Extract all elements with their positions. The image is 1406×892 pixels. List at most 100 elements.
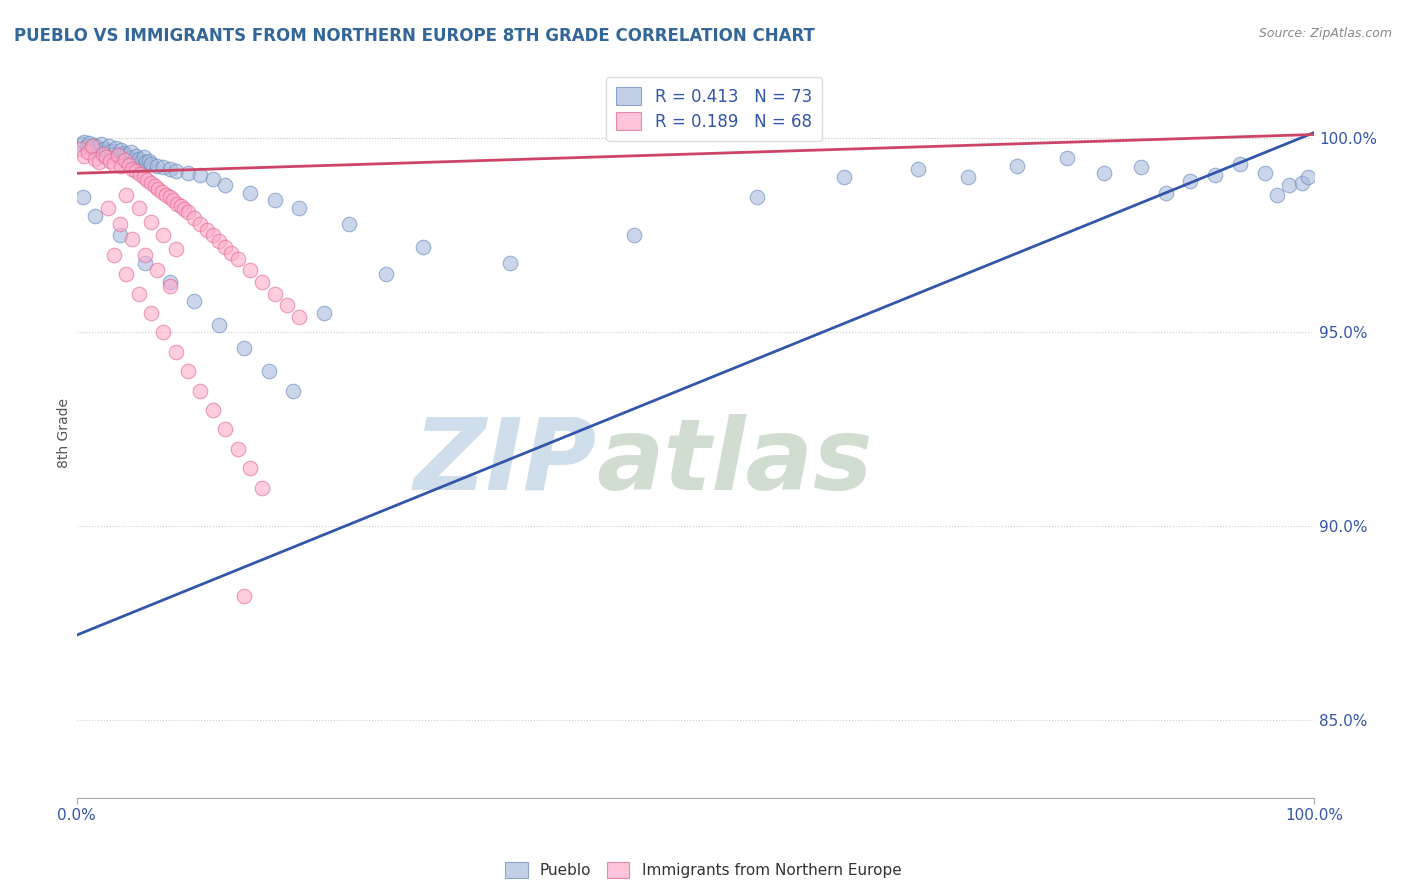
Point bbox=[139, 176, 162, 190]
Point bbox=[110, 159, 132, 173]
Point bbox=[159, 278, 181, 293]
Point bbox=[170, 199, 193, 213]
Point bbox=[80, 139, 103, 153]
Point bbox=[159, 162, 181, 177]
Point bbox=[1154, 186, 1177, 200]
Point bbox=[1291, 176, 1313, 190]
Text: ZIP: ZIP bbox=[413, 414, 596, 511]
Point bbox=[146, 159, 169, 173]
Point bbox=[288, 310, 311, 324]
Y-axis label: 8th Grade: 8th Grade bbox=[58, 399, 72, 468]
Point bbox=[283, 384, 305, 398]
Point bbox=[288, 201, 311, 215]
Point bbox=[70, 137, 93, 152]
Point bbox=[239, 186, 262, 200]
Point bbox=[90, 137, 112, 152]
Point bbox=[159, 275, 181, 289]
Point bbox=[148, 182, 170, 196]
Point bbox=[159, 190, 181, 204]
Point bbox=[132, 150, 155, 164]
Point bbox=[375, 267, 398, 281]
Point bbox=[121, 161, 143, 176]
Point bbox=[623, 228, 645, 243]
Point bbox=[98, 153, 121, 168]
Point bbox=[412, 240, 434, 254]
Point bbox=[118, 158, 141, 172]
Point bbox=[747, 189, 769, 203]
Point bbox=[118, 151, 141, 165]
Point bbox=[1092, 166, 1115, 180]
Point bbox=[125, 149, 148, 163]
Point bbox=[165, 344, 187, 359]
Point bbox=[86, 140, 108, 154]
Point bbox=[132, 170, 155, 185]
Point bbox=[134, 248, 156, 262]
Point bbox=[1229, 156, 1251, 170]
Point bbox=[128, 201, 150, 215]
Point bbox=[208, 234, 231, 248]
Point bbox=[226, 442, 249, 456]
Point bbox=[69, 142, 91, 156]
Point bbox=[263, 194, 285, 208]
Point bbox=[80, 141, 103, 155]
Point bbox=[239, 461, 262, 475]
Point bbox=[108, 228, 131, 243]
Point bbox=[129, 154, 152, 169]
Point bbox=[208, 318, 231, 332]
Point bbox=[214, 240, 236, 254]
Point bbox=[183, 211, 205, 225]
Point bbox=[87, 143, 110, 157]
Point bbox=[232, 341, 254, 355]
Point bbox=[232, 589, 254, 603]
Point bbox=[84, 209, 107, 223]
Point bbox=[112, 146, 135, 161]
Point bbox=[107, 149, 129, 163]
Point bbox=[93, 142, 115, 156]
Point bbox=[108, 217, 131, 231]
Point bbox=[76, 145, 98, 159]
Point bbox=[146, 263, 169, 277]
Point bbox=[1180, 174, 1202, 188]
Point bbox=[214, 178, 236, 192]
Point bbox=[152, 161, 174, 175]
Point bbox=[115, 267, 138, 281]
Point bbox=[190, 384, 212, 398]
Point bbox=[87, 155, 110, 169]
Point bbox=[152, 326, 174, 340]
Point bbox=[1296, 170, 1319, 185]
Point bbox=[201, 228, 224, 243]
Point bbox=[134, 255, 156, 269]
Point bbox=[263, 286, 285, 301]
Point bbox=[128, 286, 150, 301]
Point bbox=[166, 196, 188, 211]
Point bbox=[252, 481, 274, 495]
Point bbox=[73, 149, 96, 163]
Point bbox=[1005, 159, 1028, 173]
Point bbox=[139, 156, 162, 170]
Point bbox=[128, 167, 150, 181]
Point bbox=[84, 152, 107, 166]
Point bbox=[221, 245, 243, 260]
Point bbox=[276, 298, 298, 312]
Point bbox=[97, 201, 120, 215]
Point bbox=[183, 294, 205, 309]
Point bbox=[214, 422, 236, 436]
Point bbox=[110, 143, 132, 157]
Point bbox=[195, 222, 218, 236]
Point bbox=[239, 263, 262, 277]
Point bbox=[138, 153, 160, 168]
Point bbox=[1278, 178, 1301, 192]
Point bbox=[201, 403, 224, 417]
Point bbox=[177, 364, 200, 378]
Point bbox=[83, 138, 105, 153]
Legend: R = 0.413   N = 73, R = 0.189   N = 68: R = 0.413 N = 73, R = 0.189 N = 68 bbox=[606, 77, 821, 141]
Point bbox=[165, 242, 187, 256]
Point bbox=[190, 168, 212, 182]
Point bbox=[91, 147, 114, 161]
Point bbox=[125, 164, 148, 178]
Point bbox=[128, 152, 150, 166]
Point bbox=[122, 153, 145, 167]
Point bbox=[956, 170, 979, 185]
Point bbox=[252, 275, 274, 289]
Point bbox=[96, 150, 118, 164]
